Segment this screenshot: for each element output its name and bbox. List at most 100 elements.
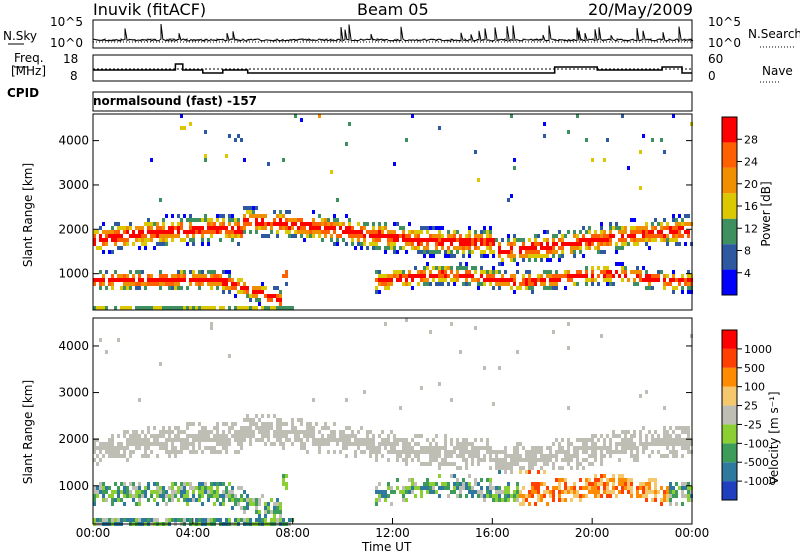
heatmap-cell: [216, 450, 219, 454]
heatmap-cell: [516, 490, 519, 494]
heatmap-cell: [651, 234, 654, 238]
heatmap-cell: [525, 282, 528, 286]
heatmap-cell: [399, 438, 402, 442]
heatmap-cell: [123, 446, 126, 450]
heatmap-cell: [579, 438, 582, 442]
heatmap-cell: [108, 486, 111, 490]
heatmap-cell: [327, 426, 330, 430]
heatmap-cell: [333, 434, 336, 438]
heatmap-cell: [417, 230, 420, 234]
heatmap-cell: [435, 242, 438, 246]
heatmap-cell: [477, 482, 480, 486]
heatmap-cell: [564, 242, 567, 246]
heatmap-cell: [276, 230, 279, 234]
heatmap-cell: [678, 426, 681, 430]
heatmap-cell: [675, 490, 678, 494]
heatmap-cell: [531, 282, 534, 286]
heatmap-cell: [375, 234, 378, 238]
heatmap-cell: [639, 438, 642, 442]
heatmap-cell: [513, 158, 516, 162]
heatmap-cell: [210, 306, 213, 310]
heatmap-cell: [129, 270, 132, 274]
heatmap-cell: [393, 274, 396, 278]
heatmap-cell: [279, 298, 282, 302]
heatmap-cell: [570, 250, 573, 254]
heatmap-cell: [672, 446, 675, 450]
heatmap-cell: [177, 274, 180, 278]
heatmap-cell: [219, 226, 222, 230]
heatmap-cell: [636, 270, 639, 274]
heatmap-cell: [411, 274, 414, 278]
heatmap-cell: [681, 442, 684, 446]
heatmap-cell: [582, 450, 585, 454]
heatmap-cell: [306, 450, 309, 454]
heatmap-cell: [375, 230, 378, 234]
heatmap-cell: [492, 238, 495, 242]
heatmap-cell: [528, 270, 531, 274]
heatmap-cell: [675, 234, 678, 238]
heatmap-cell: [258, 214, 261, 218]
heatmap-cell: [507, 198, 510, 202]
heatmap-cell: [135, 270, 138, 274]
heatmap-cell: [621, 266, 624, 270]
heatmap-cell: [312, 234, 315, 238]
heatmap-cell: [126, 430, 129, 434]
heatmap-cell: [120, 234, 123, 238]
heatmap-cell: [228, 494, 231, 498]
heatmap-cell: [174, 274, 177, 278]
heatmap-cell: [309, 430, 312, 434]
heatmap-cell: [561, 242, 564, 246]
heatmap-cell: [207, 270, 210, 274]
heatmap-cell: [663, 438, 666, 442]
heatmap-cell: [228, 270, 231, 274]
heatmap-cell: [102, 278, 105, 282]
heatmap-cell: [654, 234, 657, 238]
heatmap-cell: [270, 442, 273, 446]
heatmap-cell: [423, 246, 426, 250]
heatmap-cell: [339, 450, 342, 454]
heatmap-cell: [579, 486, 582, 490]
heatmap-cell: [612, 430, 615, 434]
heatmap-cell: [609, 282, 612, 286]
heatmap-cell: [669, 482, 672, 486]
colorbar-swatch: [722, 142, 737, 168]
heatmap-cell: [99, 278, 102, 282]
heatmap-cell: [414, 494, 417, 498]
heatmap-cell: [546, 286, 549, 290]
heatmap-cell: [411, 482, 414, 486]
heatmap-cell: [447, 462, 450, 466]
heatmap-cell: [441, 486, 444, 490]
heatmap-cell: [444, 434, 447, 438]
heatmap-cell: [639, 238, 642, 242]
heatmap-cell: [600, 494, 603, 498]
heatmap-cell: [369, 430, 372, 434]
heatmap-cell: [552, 330, 555, 334]
heatmap-cell: [390, 278, 393, 282]
heatmap-cell: [669, 434, 672, 438]
colorbar-swatch: [722, 348, 737, 368]
heatmap-cell: [429, 462, 432, 466]
heatmap-cell: [408, 238, 411, 242]
heatmap-cell: [363, 234, 366, 238]
heatmap-cell: [108, 278, 111, 282]
heatmap-cell: [375, 454, 378, 458]
heatmap-cell: [456, 250, 459, 254]
heatmap-cell: [96, 446, 99, 450]
heatmap-cell: [390, 490, 393, 494]
heatmap-cell: [159, 242, 162, 246]
heatmap-cell: [189, 226, 192, 230]
heatmap-cell: [420, 446, 423, 450]
heatmap-cell: [111, 450, 114, 454]
heatmap-cell: [435, 482, 438, 486]
heatmap-cell: [270, 298, 273, 302]
heatmap-cell: [279, 422, 282, 426]
heatmap-cell: [186, 234, 189, 238]
heatmap-cell: [429, 270, 432, 274]
heatmap-cell: [168, 434, 171, 438]
heatmap-cell: [150, 282, 153, 286]
heatmap-cell: [516, 262, 519, 266]
heatmap-cell: [396, 438, 399, 442]
heatmap-cell: [147, 222, 150, 226]
